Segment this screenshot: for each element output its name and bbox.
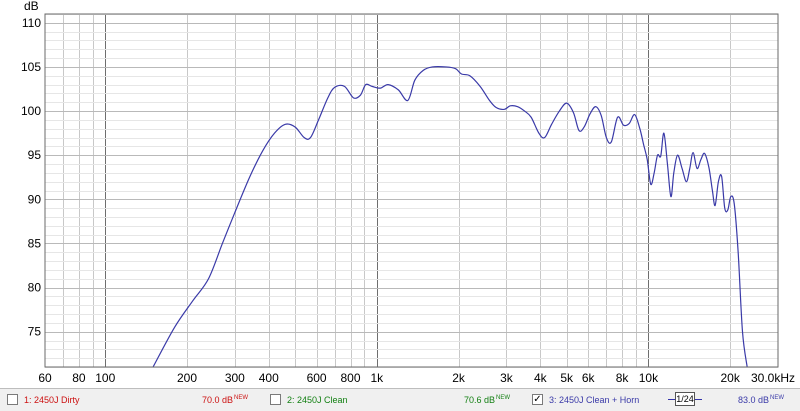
plot-background (45, 14, 778, 367)
legend-checkbox-3[interactable]: ✓ (532, 394, 543, 405)
y-axis-unit-label: dB (24, 0, 39, 13)
chart-svg: 75 80 85 90 95 100 105 110 60 80 100 200 300 400 600 8… (21, 0, 795, 385)
x-tick-label: 800 (341, 371, 361, 385)
smoothing-line-left (668, 399, 675, 400)
y-tick-label: 90 (28, 192, 42, 206)
x-tick-label: 10k (639, 371, 659, 385)
x-tick-label: 400 (259, 371, 279, 385)
x-tick-label: 30.0kHz (751, 371, 795, 385)
x-tick-label: 8k (616, 371, 630, 385)
legend-bar: 1: 2450J Dirty 70.0 dBNEW 2: 2450J Clean… (0, 388, 800, 411)
series-layer (152, 66, 748, 368)
x-tick-label: 1k (370, 371, 384, 385)
x-tick-label: 2k (452, 371, 466, 385)
x-tick-label: 20k (720, 371, 740, 385)
x-tick-label: 6k (582, 371, 596, 385)
y-tick-label: 75 (28, 325, 42, 339)
legend-level-1-value: 70.0 dB (202, 395, 234, 405)
legend-level-1: 70.0 dBNEW (202, 395, 248, 405)
x-tick-label: 60 (38, 371, 52, 385)
y-tick-label: 100 (21, 104, 41, 118)
y-tick-label: 80 (28, 281, 42, 295)
legend-level-3: 83.0 dBNEW (738, 395, 784, 405)
frequency-response-chart: 75 80 85 90 95 100 105 110 60 80 100 200 300 400 600 8… (21, 0, 795, 385)
smoothing-selector[interactable]: 1/24 (668, 391, 702, 407)
x-tick-label: 3k (500, 371, 514, 385)
y-tick-label: 110 (22, 16, 41, 30)
grid (45, 14, 778, 368)
legend-checkbox-1[interactable] (7, 394, 18, 405)
legend-level-3-value: 83.0 dB (738, 395, 770, 405)
y-tick-label: 105 (21, 60, 41, 74)
y-tick-label: 85 (28, 236, 42, 250)
smoothing-line-right (695, 399, 702, 400)
x-tick-label: 80 (72, 371, 86, 385)
y-tick-labels: 75 80 85 90 95 100 105 110 (21, 16, 41, 339)
smoothing-value[interactable]: 1/24 (675, 392, 695, 406)
legend-name-2: 2: 2450J Clean (287, 395, 348, 405)
x-tick-label: 200 (177, 371, 197, 385)
x-tick-label: 600 (307, 371, 327, 385)
x-tick-labels: 60 80 100 200 300 400 600 800 1k 2k 3k 4k 5k 6k 8k 10k 2… (38, 371, 795, 385)
series-line-1 (152, 66, 748, 368)
legend-level-2-value: 70.6 dB (464, 395, 496, 405)
y-tick-label: 95 (28, 148, 42, 162)
legend-level-3-tag: NEW (770, 395, 785, 401)
x-tick-label: 4k (534, 371, 548, 385)
legend-level-2-tag: NEW (496, 395, 511, 401)
plot-frame (44, 13, 779, 368)
legend-level-2: 70.6 dBNEW (464, 395, 510, 405)
x-tick-label: 300 (225, 371, 245, 385)
legend-level-1-tag: NEW (234, 395, 249, 401)
legend-name-1: 1: 2450J Dirty (24, 395, 80, 405)
x-tick-label: 5k (560, 371, 574, 385)
legend-name-3: 3: 2450J Clean + Horn (549, 395, 640, 405)
legend-checkbox-2[interactable] (270, 394, 281, 405)
x-tick-label: 100 (95, 371, 115, 385)
